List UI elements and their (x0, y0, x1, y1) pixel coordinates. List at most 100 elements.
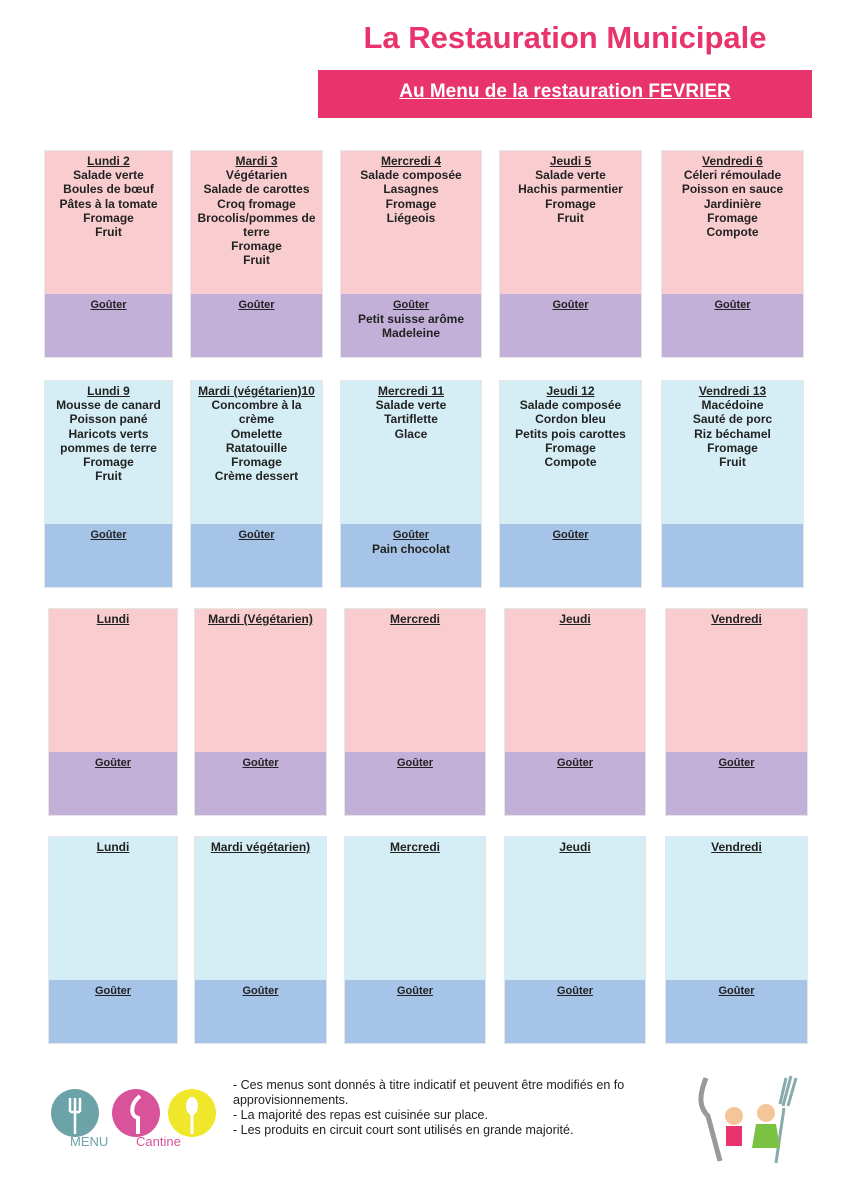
menu-item: Fromage (385, 196, 437, 211)
menu-item: Compote (706, 225, 759, 240)
menu-item: Crème dessert (214, 469, 299, 484)
note-line: - Ces menus sont donnés à titre indicati… (233, 1078, 625, 1092)
day-cell: Vendredi Goûter (665, 608, 808, 816)
menu-item: Fromage (83, 455, 134, 470)
menu-item: Petits pois carottes (515, 426, 626, 441)
menu-area: Mercredi (345, 609, 485, 757)
day-cell: Jeudi 12 Salade composée Cordon bleu Petits… (499, 380, 642, 588)
menu-area: Lundi 9 Mousse de canard Poisson pané Haric… (45, 381, 172, 529)
day-cell: Vendredi Goûter (665, 836, 808, 1044)
banner: Au Menu de la restauration FEVRIER (318, 70, 812, 118)
logo-cantine: Cantine (136, 1134, 181, 1149)
gouter-area: Goûter (195, 752, 326, 815)
day-title: Mardi végétarien) (210, 840, 311, 854)
logo-menu: MENU (70, 1134, 108, 1149)
menu-area: Mardi 3 Végétarien Salade de carottes Croq … (191, 151, 322, 299)
day-title: Vendredi (711, 840, 762, 854)
gouter-label: Goûter (396, 757, 434, 769)
gouter-area: Goûter (49, 980, 177, 1043)
gouter-label: Goûter (392, 529, 430, 541)
gouter-area: Goûter Petit suisse arôme Madeleine (341, 294, 481, 357)
menu-item: Fruit (557, 210, 584, 225)
gouter-area: Goûter (195, 980, 326, 1043)
day-cell: Mardi (végétarien)10 Concombre à la crème… (190, 380, 323, 588)
gouter-area: Goûter (345, 980, 485, 1043)
gouter-label: Goûter (552, 299, 589, 311)
menu-item: Fromage (231, 455, 282, 470)
day-title: Mardi (végétarien)10 (198, 384, 315, 398)
menu-item: Fromage (545, 440, 596, 455)
day-title: Vendredi 6 (702, 154, 763, 168)
day-cell: Lundi Goûter (48, 608, 178, 816)
menu-item: Fruit (719, 455, 746, 470)
menu-item: Pâtes à la tomate (59, 196, 158, 211)
day-cell: Mercredi 11 Salade verte Tartiflette Glace G… (340, 380, 482, 588)
day-cell: Vendredi 13 Macédoine Sauté de porc Riz béc… (661, 380, 804, 588)
gouter-area: Goûter (500, 294, 641, 357)
day-cell: Lundi 9 Mousse de canard Poisson pané Haric… (44, 380, 173, 588)
day-title: Jeudi 12 (546, 384, 595, 398)
menu-item: Concombre à la crème (211, 398, 302, 427)
day-title: Jeudi 5 (549, 154, 592, 168)
menu-area: Lundi (49, 609, 177, 757)
day-cell: Mercredi Goûter (344, 836, 486, 1044)
menu-area: Vendredi (666, 837, 807, 985)
menu-item: Fromage (83, 210, 134, 225)
gouter-area: Goûter (662, 294, 803, 357)
menu-area: Jeudi 5 Salade verte Hachis parmentier From… (500, 151, 641, 299)
gouter-label: Goûter (556, 985, 594, 997)
gouter-area: Goûter (500, 524, 641, 587)
menu-area: Lundi (49, 837, 177, 985)
day-title: Lundi 2 (87, 154, 130, 168)
menu-item: Sauté de porc (692, 412, 773, 427)
gouter-label: Goûter (556, 757, 594, 769)
gouter-label: Goûter (90, 299, 127, 311)
menu-item: Mousse de canard (56, 398, 161, 413)
menu-item: Compote (544, 455, 597, 470)
day-title: Mercredi (389, 840, 441, 854)
menu-area: Mardi (végétarien)10 Concombre à la crème… (191, 381, 322, 529)
gouter-label: Goûter (238, 299, 275, 311)
day-cell: Jeudi 5 Salade verte Hachis parmentier From… (499, 150, 642, 358)
note-line: approvisionnements. (233, 1093, 349, 1107)
gouter-area: Goûter (191, 524, 322, 587)
gouter-area: Goûter (345, 752, 485, 815)
gouter-area (662, 524, 803, 587)
gouter-area: Goûter (666, 980, 807, 1043)
logo-circle (112, 1089, 160, 1137)
menu-item: Cordon bleu (535, 412, 606, 427)
illustration (676, 1068, 849, 1168)
menu-area: Vendredi (666, 609, 807, 757)
gouter-label: Goûter (552, 529, 589, 541)
menu-item: Tartiflette (384, 412, 438, 427)
day-cell: Lundi 2 Salade verte Boules de bœuf Pâtes à… (44, 150, 173, 358)
day-title: Vendredi (711, 612, 762, 626)
day-title: Jeudi (559, 840, 591, 854)
menu-item: Omelette (230, 426, 283, 441)
gouter-label: Goûter (718, 757, 755, 769)
gouter-area: Goûter (191, 294, 322, 357)
gouter-item: Pain chocolat (371, 542, 451, 557)
day-cell: Mercredi 4 Salade composée Lasagnes Fromage… (340, 150, 482, 358)
day-title: Mardi (Végétarien) (208, 612, 313, 626)
day-title: Lundi (96, 612, 130, 626)
menu-area: Jeudi (505, 609, 645, 757)
menu-item: Céleri rémoulade (683, 168, 782, 183)
gouter-area: Goûter (505, 752, 645, 815)
menu-area: Jeudi 12 Salade composée Cordon bleu Petits… (500, 381, 641, 529)
day-cell: Lundi Goûter (48, 836, 178, 1044)
menu-item: Brocolis/pommes de terre (197, 210, 316, 240)
gouter-label: Goûter (94, 985, 132, 997)
menu-item: Poisson en sauce (681, 182, 784, 197)
menu-item: Salade verte (535, 168, 606, 183)
menu-item: Haricots verts pommes de terre (60, 426, 157, 455)
day-title: Jeudi (559, 612, 591, 626)
logo: MENU Cantine (51, 1089, 216, 1149)
menu-item: Hachis parmentier (518, 182, 623, 197)
menu-area: Jeudi (505, 837, 645, 985)
menu-item: Ratatouille (225, 440, 288, 455)
menu-area: Vendredi 13 Macédoine Sauté de porc Riz béc… (662, 381, 803, 529)
menu-item: Salade verte (375, 398, 447, 413)
menu-item: Salade verte (73, 168, 144, 183)
gouter-area: Goûter (45, 524, 172, 587)
